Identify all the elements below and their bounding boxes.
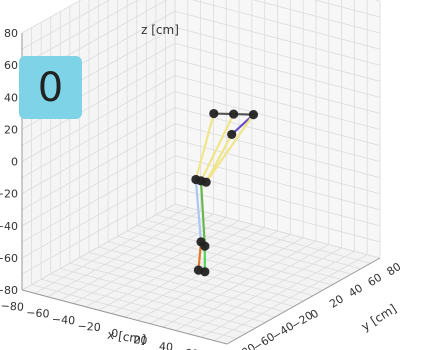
skeleton-bone bbox=[194, 178, 203, 243]
skeleton-bone bbox=[199, 179, 206, 248]
grid-line bbox=[174, 59, 381, 114]
x-tick-label: 40 bbox=[159, 340, 174, 350]
y-axis-label: y [cm] bbox=[359, 301, 399, 333]
skeleton-bone bbox=[194, 112, 215, 181]
frame-number: 0 bbox=[37, 64, 64, 111]
grid-line bbox=[149, 237, 304, 325]
z-tick-label: 20 bbox=[4, 123, 18, 136]
grid-line bbox=[174, 26, 381, 82]
x-axis-label: x [cm] bbox=[106, 327, 146, 346]
z-tick-label: −40 bbox=[0, 220, 18, 233]
y-tick-label: −80 bbox=[232, 341, 259, 350]
z-tick-label: 0 bbox=[11, 156, 18, 169]
x-tick-label: −40 bbox=[51, 313, 75, 328]
skeleton-joint bbox=[201, 177, 211, 187]
grid-line bbox=[201, 250, 355, 338]
z-tick-label: −80 bbox=[0, 284, 18, 297]
grid-line bbox=[21, 0, 82, 34]
z-tick-label: 80 bbox=[4, 27, 18, 40]
grid-line bbox=[155, 214, 361, 270]
x-tick-label: 20 bbox=[133, 333, 148, 347]
grid-lines bbox=[21, 0, 381, 345]
skeleton-joint bbox=[200, 267, 210, 277]
grid-line bbox=[162, 240, 317, 328]
skeleton-joint bbox=[227, 129, 237, 140]
y-axis-line bbox=[226, 257, 381, 345]
x-axis-line bbox=[21, 289, 228, 345]
x-tick-label: −60 bbox=[26, 306, 50, 321]
grid-line bbox=[136, 225, 342, 280]
skeleton-bone bbox=[205, 113, 255, 184]
frame-number-badge: 0 bbox=[19, 56, 82, 119]
x-tick-label: 60 bbox=[184, 347, 199, 350]
skeleton-joint bbox=[248, 110, 259, 120]
grid-line bbox=[107, 241, 314, 297]
grid-line bbox=[21, 0, 139, 66]
skeleton-bone bbox=[205, 133, 233, 184]
skeleton-bones bbox=[194, 112, 255, 273]
grid-line bbox=[188, 247, 342, 335]
grid-line bbox=[21, 75, 176, 162]
y-tick-label: 60 bbox=[365, 271, 384, 290]
skeleton-joints bbox=[191, 108, 259, 277]
z-tick-label: 60 bbox=[4, 59, 18, 72]
grid-line bbox=[191, 0, 381, 50]
skeleton-joint bbox=[209, 108, 219, 119]
grid-line bbox=[252, 0, 381, 34]
grid-line bbox=[21, 0, 111, 50]
skeleton-joint bbox=[229, 109, 239, 119]
z-axis-label: z [cm] bbox=[141, 23, 179, 37]
skeleton-bone bbox=[199, 112, 235, 182]
y-tick-label: 20 bbox=[327, 292, 346, 311]
grid-line bbox=[174, 10, 381, 66]
x-tick-label: 0 bbox=[111, 327, 119, 340]
x-tick-label: −80 bbox=[0, 299, 24, 314]
skeleton-joint bbox=[200, 241, 210, 251]
z-tick-label: −60 bbox=[0, 252, 18, 265]
y-tick-label: 80 bbox=[385, 260, 404, 279]
y-tick-label: 40 bbox=[346, 281, 365, 300]
grid-line bbox=[174, 42, 381, 98]
grid-line bbox=[213, 254, 368, 341]
grid-line bbox=[146, 219, 352, 275]
grid-line bbox=[313, 0, 381, 18]
grid-line bbox=[117, 235, 323, 291]
grid-line bbox=[174, 75, 381, 130]
grid-line bbox=[174, 203, 381, 259]
grid-line bbox=[21, 59, 176, 146]
grid-line bbox=[127, 230, 333, 286]
grid-line bbox=[175, 244, 329, 331]
z-tick-label: −20 bbox=[0, 188, 18, 201]
z-tick-label: 40 bbox=[4, 91, 18, 104]
grid-line bbox=[137, 234, 291, 321]
x-tick-label: −20 bbox=[77, 319, 101, 334]
